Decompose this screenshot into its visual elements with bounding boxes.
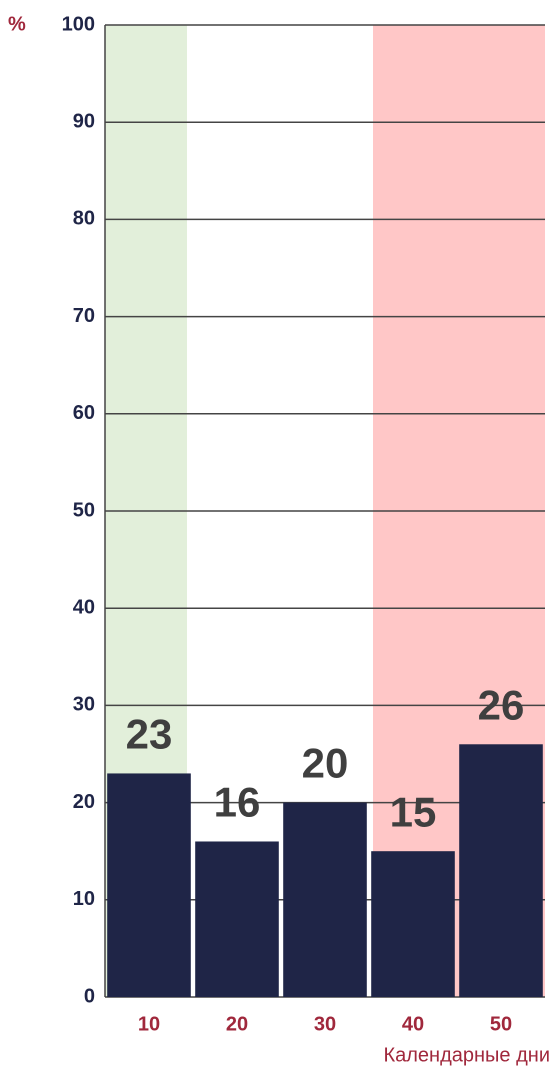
y-tick-label: 80 (73, 208, 95, 230)
y-tick-label: 70 (73, 305, 95, 327)
y-tick-label: 0 (84, 985, 95, 1007)
y-tick-label: 20 (73, 791, 95, 813)
x-axis-label: Календарные дни (383, 1044, 550, 1066)
bar (371, 851, 455, 997)
bar (459, 744, 543, 997)
x-tick-label: 40 (402, 1013, 424, 1035)
x-tick-label: 10 (138, 1013, 160, 1035)
bar (107, 773, 191, 997)
bar (283, 802, 367, 997)
y-tick-label: 100 (62, 13, 95, 35)
value-label: 16 (214, 779, 261, 826)
bar (195, 841, 279, 997)
x-tick-label: 50 (490, 1013, 512, 1035)
y-tick-label: 10 (73, 888, 95, 910)
y-tick-label: 30 (73, 694, 95, 716)
y-unit: % (8, 13, 26, 35)
value-label: 26 (478, 681, 525, 728)
x-tick-label: 20 (226, 1013, 248, 1035)
y-tick-label: 90 (73, 110, 95, 132)
y-tick-label: 40 (73, 596, 95, 618)
value-label: 15 (390, 788, 437, 835)
y-tick-label: 60 (73, 402, 95, 424)
value-label: 23 (126, 711, 173, 758)
x-tick-label: 30 (314, 1013, 336, 1035)
value-label: 20 (302, 740, 349, 787)
y-tick-label: 50 (73, 499, 95, 521)
